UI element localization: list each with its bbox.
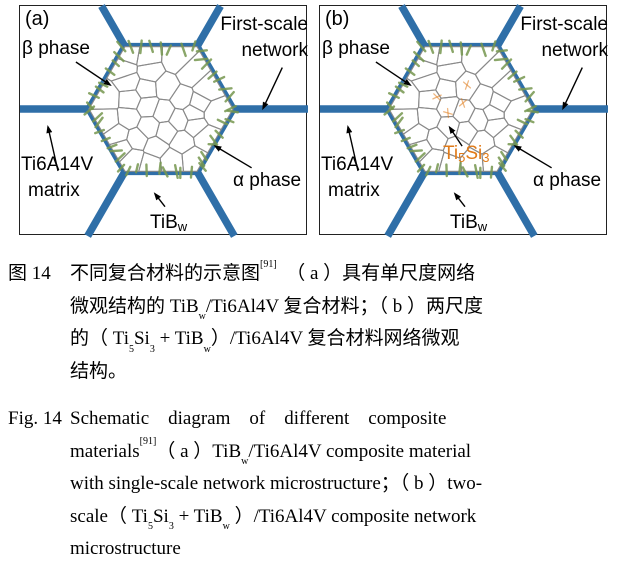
svg-text:network: network <box>241 40 308 61</box>
svg-text:First-scale: First-scale <box>220 14 308 35</box>
svg-text:α phase: α phase <box>533 170 601 191</box>
svg-text:Ti6A14V: Ti6A14V <box>21 154 93 175</box>
svg-text:TiBw: TiBw <box>150 212 188 234</box>
svg-text:Ti6A14V: Ti6A14V <box>321 154 393 175</box>
svg-text:β phase: β phase <box>322 38 390 59</box>
svg-text:(a): (a) <box>25 8 49 30</box>
svg-text:β phase: β phase <box>22 38 90 59</box>
svg-text:network: network <box>541 40 608 61</box>
svg-text:α phase: α phase <box>233 170 301 191</box>
svg-text:TiBw: TiBw <box>450 212 488 234</box>
svg-text:matrix: matrix <box>328 180 380 201</box>
svg-text:First-scale: First-scale <box>520 14 608 35</box>
svg-text:(b): (b) <box>325 8 349 30</box>
svg-text:matrix: matrix <box>28 180 80 201</box>
